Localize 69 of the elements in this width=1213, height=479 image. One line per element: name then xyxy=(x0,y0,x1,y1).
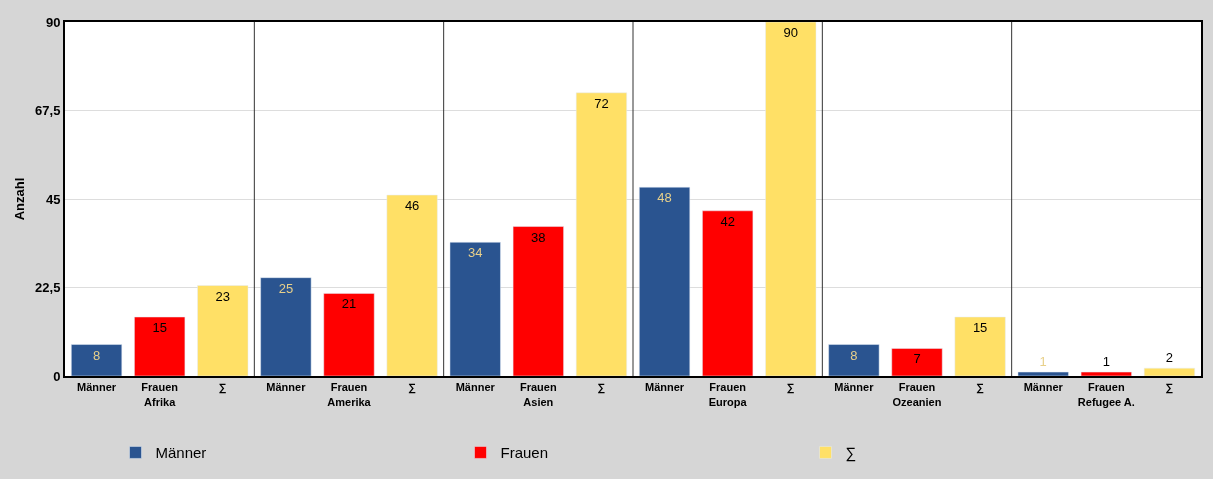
bar xyxy=(639,186,691,376)
y-tick-label: 67,5 xyxy=(35,103,61,119)
text: ∑ xyxy=(408,381,417,394)
bar xyxy=(71,344,123,376)
y-tick-label: 0 xyxy=(53,368,61,384)
x-tick-label: Asien xyxy=(523,396,554,409)
bar xyxy=(512,226,564,376)
data-label: 15 xyxy=(972,320,988,335)
text: Männer xyxy=(266,381,306,394)
bar xyxy=(828,344,880,376)
y-axis-title: Anzahl xyxy=(11,177,27,221)
data-label: 1 xyxy=(1039,354,1047,370)
legend-label: ∑ xyxy=(845,444,857,463)
text: Frauen xyxy=(1087,381,1125,394)
data-label: 48 xyxy=(657,190,672,206)
data-label: 42 xyxy=(720,213,735,229)
text: Frauen xyxy=(330,381,368,394)
x-tick-label: Amerika xyxy=(327,396,372,409)
text: Männer xyxy=(77,381,117,394)
data-label: 8 xyxy=(92,347,101,363)
legend-label: Männer xyxy=(155,444,207,462)
bar xyxy=(134,316,186,376)
text: Frauen xyxy=(898,381,936,394)
text: Frauen xyxy=(519,381,557,394)
x-tick-label: Europa xyxy=(708,396,748,409)
bar xyxy=(1017,371,1069,376)
data-label: 7 xyxy=(913,351,921,367)
bar xyxy=(197,285,249,376)
text: Männer xyxy=(455,381,495,394)
text: ∑ xyxy=(218,381,227,394)
data-label: 90 xyxy=(783,25,799,40)
bar xyxy=(1080,371,1132,376)
text: Frauen xyxy=(709,381,747,394)
text: Männer xyxy=(834,381,874,394)
bar xyxy=(891,348,943,376)
text: Männer xyxy=(1023,381,1063,394)
y-tick-label: 45 xyxy=(45,191,61,207)
data-label: 23 xyxy=(215,288,231,304)
bar xyxy=(954,316,1006,376)
data-label: 38 xyxy=(531,229,546,245)
x-tick-label: Ozeanien xyxy=(892,396,942,409)
data-label: 72 xyxy=(594,95,609,111)
y-tick-label: 90 xyxy=(45,14,61,30)
text: ∑ xyxy=(597,381,606,394)
bar xyxy=(1143,367,1195,376)
bar xyxy=(323,293,375,376)
text: Männer xyxy=(645,381,685,394)
bar xyxy=(386,194,438,376)
data-label: 2 xyxy=(1165,350,1174,366)
bar xyxy=(260,277,312,376)
text: ∑ xyxy=(1165,381,1174,394)
y-tick-label: 22,5 xyxy=(35,280,61,296)
data-label: 8 xyxy=(850,347,858,363)
legend-label: Frauen xyxy=(500,444,549,462)
data-label: 25 xyxy=(278,280,294,296)
bar xyxy=(575,92,627,376)
data-label: 15 xyxy=(152,320,167,335)
text: ∑ xyxy=(976,381,985,394)
bar xyxy=(449,242,501,376)
data-label: 34 xyxy=(467,245,483,261)
bar xyxy=(765,22,817,376)
data-label: 21 xyxy=(341,296,357,312)
x-tick-label: Afrika xyxy=(144,396,177,409)
data-label: 46 xyxy=(404,198,420,214)
text: Frauen xyxy=(141,381,179,394)
data-label: 1 xyxy=(1102,354,1110,370)
text: ∑ xyxy=(786,381,795,394)
bar xyxy=(702,210,754,376)
x-tick-label: Refugee A. xyxy=(1077,396,1135,409)
